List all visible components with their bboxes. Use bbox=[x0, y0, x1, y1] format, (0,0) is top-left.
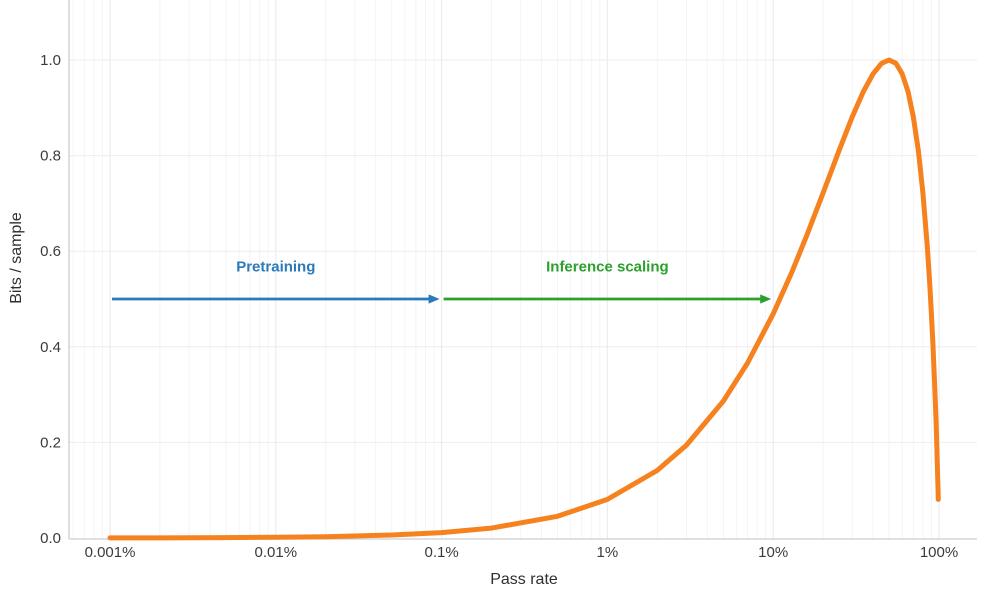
y-tick-label: 0.4 bbox=[40, 339, 61, 356]
x-tick-label: 10% bbox=[758, 544, 788, 561]
arrow-head-icon bbox=[428, 294, 440, 304]
x-tick-label: 1% bbox=[597, 544, 619, 561]
bits-per-sample-curve bbox=[107, 57, 941, 541]
grid-y bbox=[69, 59, 977, 443]
annotation-arrow bbox=[112, 294, 440, 304]
y-tick-label: 0.2 bbox=[40, 434, 61, 451]
annotation-arrow bbox=[443, 294, 772, 304]
grid-minor-x bbox=[72, 0, 932, 539]
x-tick-label: 0.01% bbox=[255, 544, 298, 561]
pretraining-label: Pretraining bbox=[236, 258, 316, 276]
y-tick-label: 1.0 bbox=[40, 52, 61, 69]
x-tick-label: 0.1% bbox=[424, 544, 458, 561]
x-tick-labels: 0.001% 0.01% 0.1% 1% 10% 100% bbox=[85, 544, 959, 561]
grid-major-x bbox=[109, 0, 940, 539]
y-tick-labels: 0.0 0.2 0.4 0.6 0.8 1.0 bbox=[40, 52, 61, 547]
x-axis-title: Pass rate bbox=[490, 571, 558, 588]
y-axis-title: Bits / sample bbox=[8, 212, 25, 304]
y-tick-label: 0.6 bbox=[40, 243, 61, 260]
y-tick-label: 0.0 bbox=[40, 530, 61, 547]
arrow-head-icon bbox=[760, 294, 772, 304]
x-tick-label: 100% bbox=[920, 544, 958, 561]
y-tick-label: 0.8 bbox=[40, 148, 61, 165]
x-tick-label: 0.001% bbox=[85, 544, 136, 561]
inference-scaling-label: Inference scaling bbox=[546, 258, 669, 276]
